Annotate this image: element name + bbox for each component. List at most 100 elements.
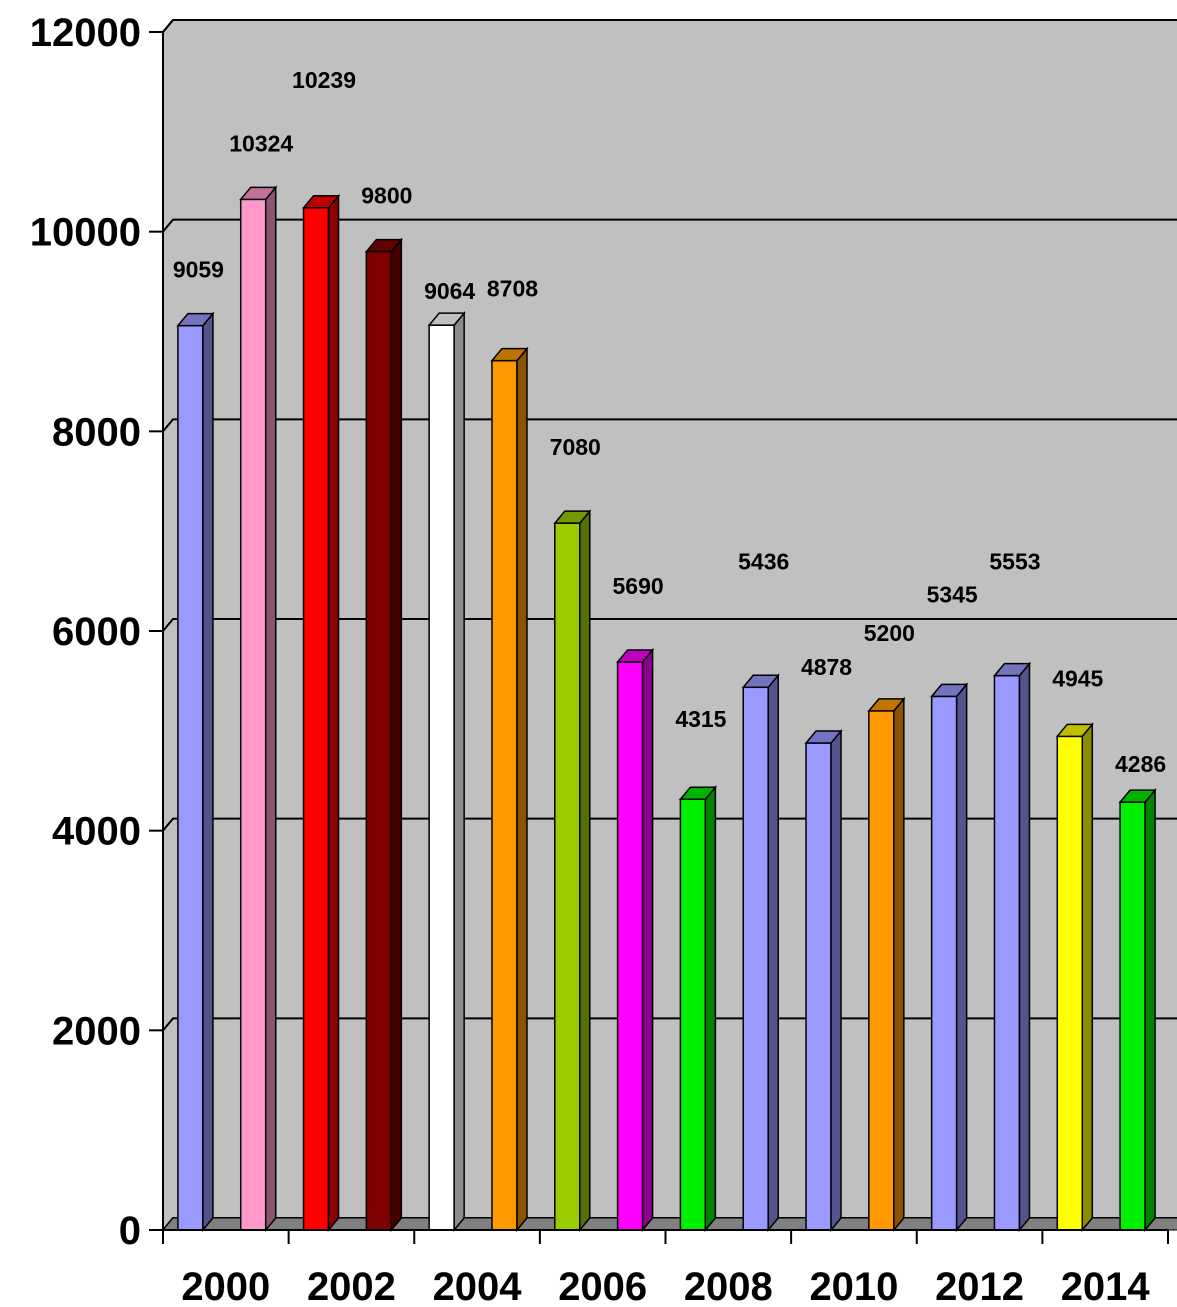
bar-top: [615, 649, 655, 663]
bar-front: [554, 522, 581, 1231]
bar-2010: [804, 728, 843, 1233]
bar-side: [893, 696, 905, 1233]
bar-2015: [1118, 788, 1157, 1233]
x-tick-label: 2012: [935, 1265, 1024, 1307]
bar-2011: [867, 696, 906, 1233]
y-tick-label: 8000: [52, 410, 141, 454]
bar-side: [704, 785, 717, 1233]
bar-2013: [992, 661, 1032, 1233]
bar-side: [830, 728, 842, 1233]
data-label: 5200: [864, 620, 915, 646]
data-label: 10239: [292, 67, 356, 93]
gridline: [162, 618, 1177, 632]
data-label: 4945: [1052, 665, 1103, 691]
data-label: 5553: [989, 549, 1040, 575]
bar-top: [301, 195, 341, 209]
bar-side: [390, 237, 403, 1233]
data-label: 4315: [675, 706, 726, 732]
bar-2009: [741, 673, 780, 1233]
y-tick-label: 2000: [52, 1009, 141, 1053]
bar-side: [453, 311, 465, 1233]
bar-side: [264, 185, 277, 1233]
bar-side: [579, 509, 591, 1233]
data-label: 8708: [487, 276, 538, 302]
bar-front: [491, 359, 518, 1231]
bar-2001: [239, 185, 278, 1233]
data-label: 4878: [801, 654, 852, 680]
bar-side: [1144, 788, 1156, 1233]
bar-front: [679, 798, 707, 1231]
gridline: [162, 19, 1177, 33]
bar-front: [805, 742, 832, 1231]
bar-2014: [1055, 722, 1094, 1233]
bar-front: [239, 198, 267, 1231]
bar-side: [516, 346, 528, 1233]
gridline: [162, 418, 1177, 432]
data-label: 5345: [927, 581, 978, 607]
axes: [149, 31, 1169, 1244]
data-label: 9064: [424, 278, 475, 304]
gridline: [162, 218, 1177, 233]
data-label: 9800: [361, 183, 412, 209]
bar-2004: [427, 311, 466, 1233]
x-tick-label: 2006: [558, 1265, 647, 1307]
data-label: 7080: [550, 434, 601, 460]
bar-top: [1055, 723, 1094, 738]
bar-front: [1119, 801, 1146, 1231]
x-tick-label: 2002: [307, 1265, 396, 1307]
bar-2003: [364, 237, 403, 1233]
y-tick-label: 10000: [30, 211, 141, 255]
gridlines: [162, 19, 1177, 1031]
bar-side: [641, 647, 654, 1233]
bar-front: [428, 324, 455, 1231]
data-label: 10324: [229, 130, 293, 156]
bar-top: [239, 186, 278, 201]
bar-front: [177, 324, 204, 1231]
bar-front: [365, 250, 393, 1231]
bar-front: [742, 686, 769, 1231]
bar-top: [553, 510, 592, 524]
bar-top: [930, 683, 969, 698]
x-tick-label: 2000: [181, 1265, 270, 1307]
gridline: [162, 817, 1177, 832]
bar-top: [176, 312, 215, 327]
y-tick-label: 12000: [30, 11, 141, 55]
bar-front: [930, 695, 958, 1231]
bar-side: [767, 673, 779, 1233]
data-label: 4286: [1115, 751, 1166, 777]
data-label: 5436: [738, 548, 789, 574]
bar-2008: [678, 785, 718, 1233]
bar-top: [427, 312, 466, 326]
bar-top: [741, 674, 780, 689]
x-tick-label: 2008: [684, 1265, 773, 1307]
bar-top: [490, 347, 529, 362]
bar-top: [867, 698, 906, 712]
bar-2002: [301, 193, 341, 1233]
bar-side: [327, 193, 340, 1233]
gridline: [162, 1017, 1177, 1031]
bar-side: [202, 311, 214, 1233]
bar-2006: [553, 509, 592, 1233]
bar-2000: [176, 311, 215, 1233]
x-tick-label: 2004: [433, 1265, 523, 1307]
bars: [176, 185, 1157, 1233]
bar-2005: [490, 346, 529, 1233]
bar-top: [1118, 789, 1157, 803]
y-tick-label: 0: [119, 1209, 141, 1253]
bar-front: [1056, 735, 1084, 1231]
bar-side: [1081, 722, 1094, 1233]
bar-top: [804, 730, 843, 744]
bar-front: [616, 661, 644, 1231]
y-tick-label: 6000: [52, 610, 141, 654]
x-tick-label: 2014: [1061, 1265, 1151, 1307]
bar-top: [678, 786, 718, 800]
x-tick-label: 2010: [809, 1265, 898, 1307]
data-label: 9059: [173, 257, 224, 283]
labels: 0 2000 4000 6000 8000 10000 12000 2000 2002 2004 2…: [30, 11, 1166, 1307]
bar-side: [1018, 661, 1031, 1233]
data-label: 5690: [613, 573, 664, 599]
bar-top: [364, 238, 403, 253]
y-tick-label: 4000: [52, 810, 141, 854]
bar-top: [992, 662, 1032, 677]
